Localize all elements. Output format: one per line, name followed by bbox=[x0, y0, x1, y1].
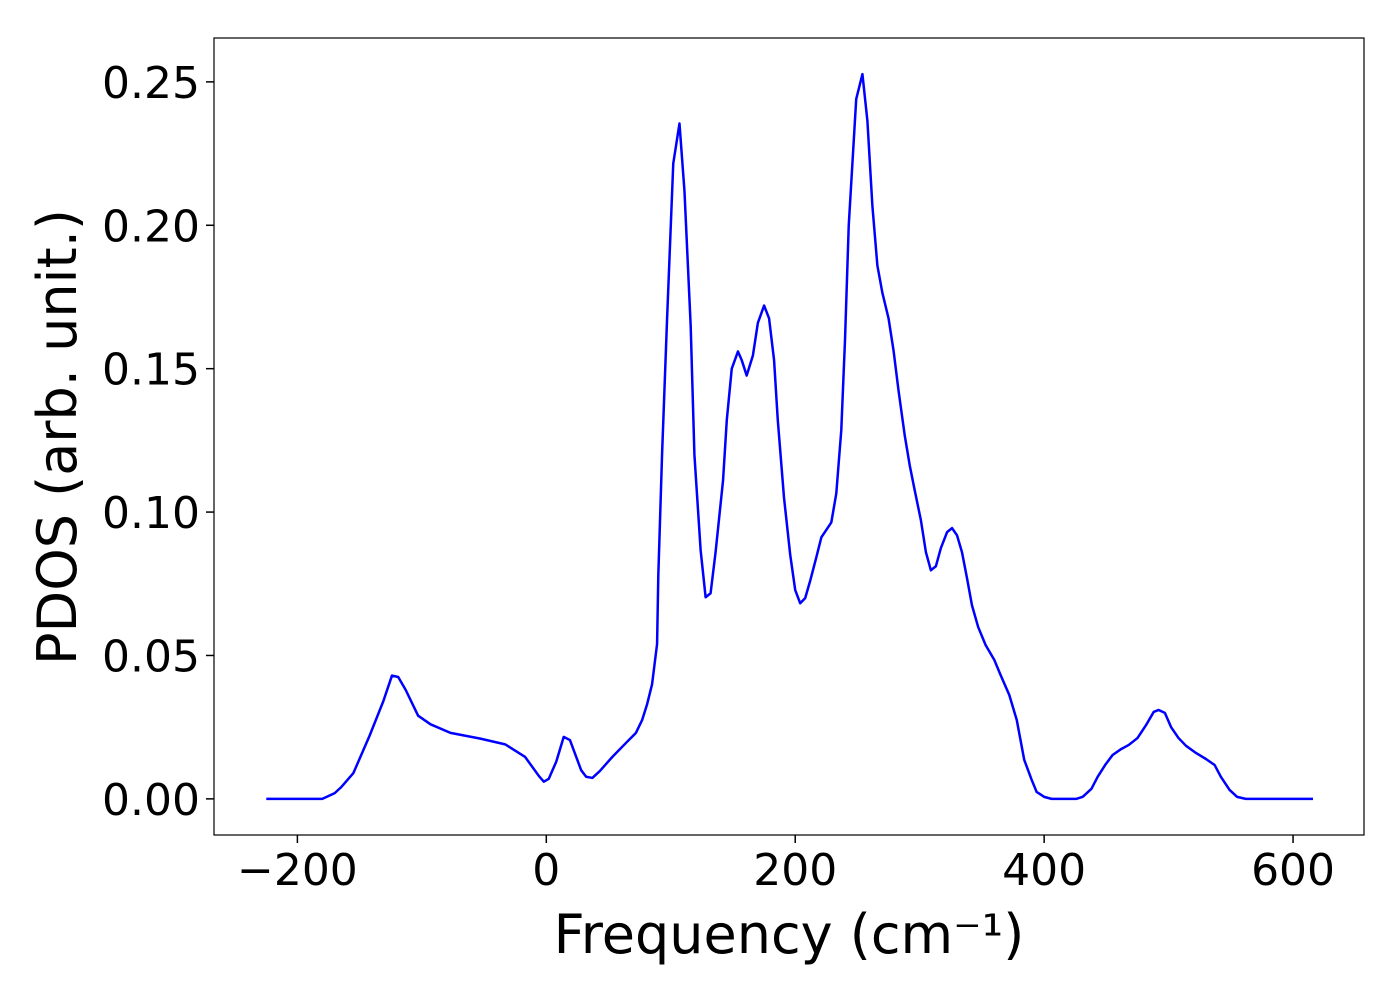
x-tick-label: 200 bbox=[753, 845, 837, 896]
y-axis-label: PDOS (arb. unit.) bbox=[26, 209, 89, 665]
x-tick-label: −200 bbox=[237, 845, 358, 896]
y-tick-label: 0.25 bbox=[102, 58, 200, 109]
data-line bbox=[266, 72, 1313, 801]
y-tick-label: 0.05 bbox=[102, 631, 200, 682]
x-tick-label: 0 bbox=[532, 845, 560, 896]
plot-frame bbox=[213, 37, 1365, 836]
y-tick-label: 0.15 bbox=[102, 345, 200, 396]
y-tick-label: 0.10 bbox=[102, 488, 200, 539]
x-tick-label: 600 bbox=[1251, 845, 1335, 896]
x-tick-label: 400 bbox=[1002, 845, 1086, 896]
y-tick-label: 0.20 bbox=[102, 201, 200, 252]
y-tick-label: 0.00 bbox=[102, 775, 200, 826]
x-axis-label: Frequency (cm⁻¹) bbox=[554, 903, 1025, 966]
